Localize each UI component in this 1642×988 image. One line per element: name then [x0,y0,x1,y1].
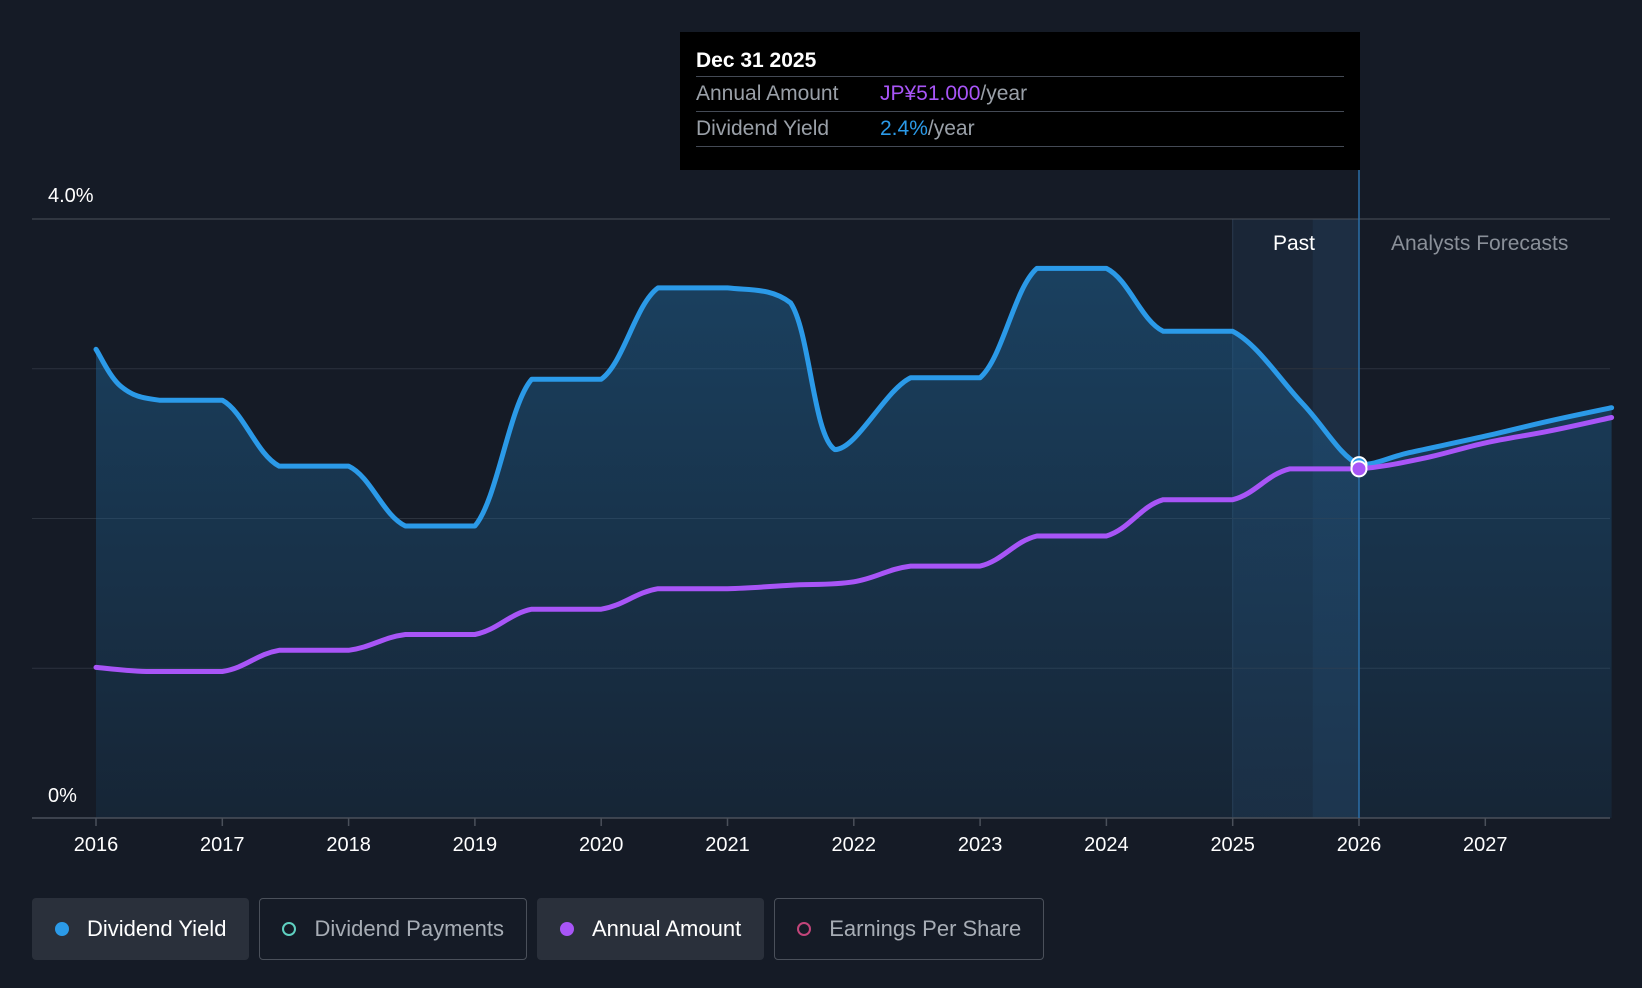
legend-label: Earnings Per Share [829,916,1022,941]
tooltip-row-dividend-yield: Dividend Yield 2.4% /year [696,111,1344,147]
x-tick-label: 2020 [579,834,624,856]
filled-dot-icon [559,922,574,936]
legend-item-annual-amount[interactable]: Annual Amount [536,898,765,960]
tooltip-unit: /year [927,117,975,140]
tick-labels: 2016 2017 2018 2019 2020 2021 2022 2023 2024 2025… [48,185,1508,856]
legend-label: Dividend Yield [87,916,227,941]
y-tick-label-bottom: 0% [48,785,77,807]
x-tick-label: 2027 [1463,834,1508,856]
tooltip-value: 2.4% [880,117,928,140]
x-tick-label: 2026 [1337,834,1382,856]
tooltip: Dec 31 2025 Annual Amount JP¥51.000 /yea… [680,32,1360,170]
yield-area [96,268,1612,818]
legend-item-earnings-per-share[interactable]: Earnings Per Share [774,898,1045,960]
dividend-yield-area [96,268,1612,818]
x-tick-label: 2023 [958,834,1003,856]
x-tick-label: 2017 [200,834,245,856]
y-tick-label-top: 4.0% [48,185,94,207]
x-tick-label: 2018 [326,834,371,856]
dividend-yield-line [93,265,1615,529]
x-tick-label: 2016 [74,834,119,856]
hollow-dot-icon [282,922,297,936]
legend-item-dividend-yield[interactable]: Dividend Yield [32,898,250,960]
tooltip-date: Dec 31 2025 [696,49,817,72]
annotations: Past Analysts Forecasts [1273,232,1568,255]
x-tick-label: 2019 [453,834,498,856]
x-tick-label: 2025 [1210,834,1255,856]
tooltip-label: Dividend Yield [696,117,830,140]
annual-amount-marker [1350,460,1368,478]
axes [32,817,1610,826]
hollow-dot-icon [797,922,812,936]
past-label: Past [1273,232,1315,255]
legend-label: Dividend Payments [314,916,504,941]
tooltip-value: JP¥51.000 [880,82,981,105]
x-tick-label: 2024 [1084,834,1129,856]
x-tick-label: 2022 [832,834,877,856]
tooltip-label: Annual Amount [696,82,839,105]
filled-dot-icon [55,922,69,936]
forecast-label: Analysts Forecasts [1391,232,1568,255]
legend-label: Annual Amount [591,916,742,941]
tooltip-unit: /year [980,82,1028,105]
legend-item-dividend-payments[interactable]: Dividend Payments [259,898,527,960]
legend: Dividend Yield Dividend Payments Annual … [32,898,1045,960]
tooltip-row-annual-amount: Annual Amount JP¥51.000 /year [696,76,1344,111]
x-tick-label: 2021 [705,834,750,856]
cursor-markers [1350,170,1368,818]
